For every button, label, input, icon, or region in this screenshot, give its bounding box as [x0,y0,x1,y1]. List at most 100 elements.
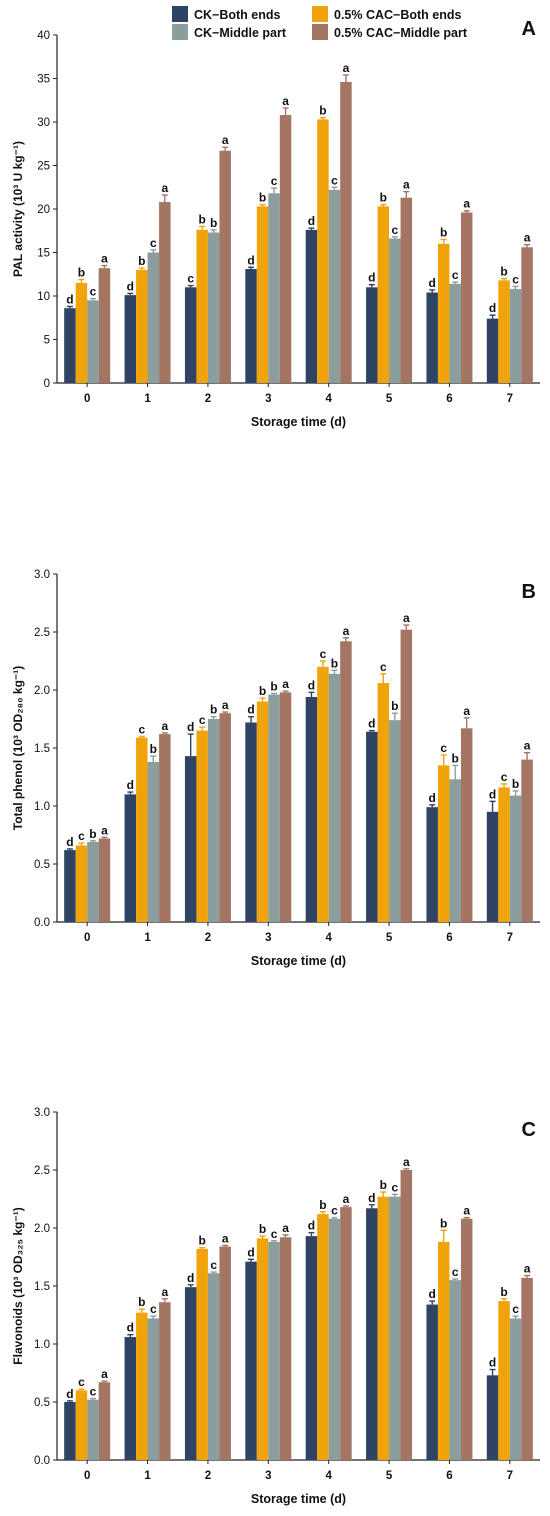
bar [147,761,160,922]
significance-letter: c [210,1258,217,1272]
bar [98,1382,111,1460]
bar [498,1301,510,1460]
bar [64,850,76,922]
significance-letter: b [391,699,398,713]
significance-letter: d [127,279,134,293]
significance-letter: a [463,704,470,718]
legend-label: 0.5% CAC−Both ends [334,8,462,22]
x-tick-label: 1 [144,1470,151,1482]
significance-letter: c [331,173,338,187]
significance-letter: d [66,1387,73,1401]
significance-letter: d [368,271,375,285]
significance-letter: c [271,1227,278,1241]
significance-letter: c [271,174,278,188]
y-tick-label: 0.5 [34,1397,50,1409]
bar [460,728,473,922]
bar [317,119,329,383]
bar [256,206,269,383]
bar [366,1208,378,1460]
y-tick-label: 1.5 [34,1281,50,1293]
significance-letter: b [150,742,157,756]
significance-letter: b [138,254,145,268]
bar [207,719,220,922]
panel-label: C [522,1119,536,1141]
y-tick-label: 0.0 [34,917,50,929]
bar [317,666,329,922]
bar [147,252,160,383]
legend-label: CK−Both ends [194,8,281,22]
y-tick-label: 30 [37,117,50,129]
bar [159,734,171,922]
bar [509,795,522,922]
bar [245,269,257,383]
bar [87,841,99,922]
y-tick-label: 15 [37,248,50,260]
significance-letter: b [319,1198,326,1212]
bar [305,229,318,383]
significance-letter: d [489,1356,496,1370]
significance-letter: a [101,252,108,266]
bar [366,287,378,383]
significance-letter: a [282,677,289,691]
x-tick-label: 6 [446,393,452,405]
significance-letter: d [368,1191,375,1205]
bar [426,807,438,922]
legend-label: CK−Middle part [194,26,287,40]
bar [366,731,378,922]
significance-letter: a [524,231,531,245]
bar [196,1248,208,1460]
y-tick-label: 20 [37,204,50,216]
significance-letter: a [524,1262,531,1276]
bar [268,193,280,383]
bar [389,1196,401,1460]
significance-letter: d [127,778,134,792]
significance-letter: b [331,656,338,670]
bar [75,282,88,383]
y-tick-label: 10 [37,291,50,303]
bar [159,1302,171,1460]
x-tick-label: 5 [386,1470,393,1482]
significance-letter: a [222,1231,229,1245]
bar [449,283,461,383]
significance-letter: b [512,777,519,791]
significance-letter: b [210,703,217,717]
bar [219,150,231,383]
bar [196,730,208,922]
bar [426,1304,438,1460]
legend-label: 0.5% CAC−Middle part [334,26,468,40]
x-tick-label: 6 [446,1470,452,1482]
legend: CK−Both ends 0.5% CAC−Both ends CK−Middle … [172,6,468,40]
y-axis-title: PAL activity (10³ U kg⁻¹) [11,141,25,277]
significance-letter: b [210,216,217,230]
bar [124,295,137,383]
significance-letter: c [391,1180,398,1194]
significance-letter: b [78,265,85,279]
y-tick-label: 40 [37,30,50,42]
x-tick-label: 3 [265,393,271,405]
significance-letter: b [440,225,447,239]
bar [521,247,533,383]
bar [317,1214,329,1460]
y-tick-label: 1.0 [34,1339,50,1351]
x-tick-label: 0 [84,393,90,405]
significance-letter: d [308,678,315,692]
bar [256,701,269,922]
significance-letter: a [403,1155,410,1169]
y-tick-label: 1.0 [34,801,50,813]
significance-letter: b [452,751,459,765]
significance-letter: d [247,1245,254,1259]
y-tick-label: 0 [44,378,50,390]
legend-swatch [172,6,188,22]
bar [64,1402,76,1460]
x-tick-label: 2 [205,1470,211,1482]
significance-letter: b [89,827,96,841]
bar [486,811,499,922]
significance-letter: a [161,719,168,733]
significance-letter: a [101,823,108,837]
x-tick-label: 7 [507,932,513,944]
bar [184,756,197,922]
x-tick-label: 1 [144,932,151,944]
significance-letter: d [429,791,436,805]
